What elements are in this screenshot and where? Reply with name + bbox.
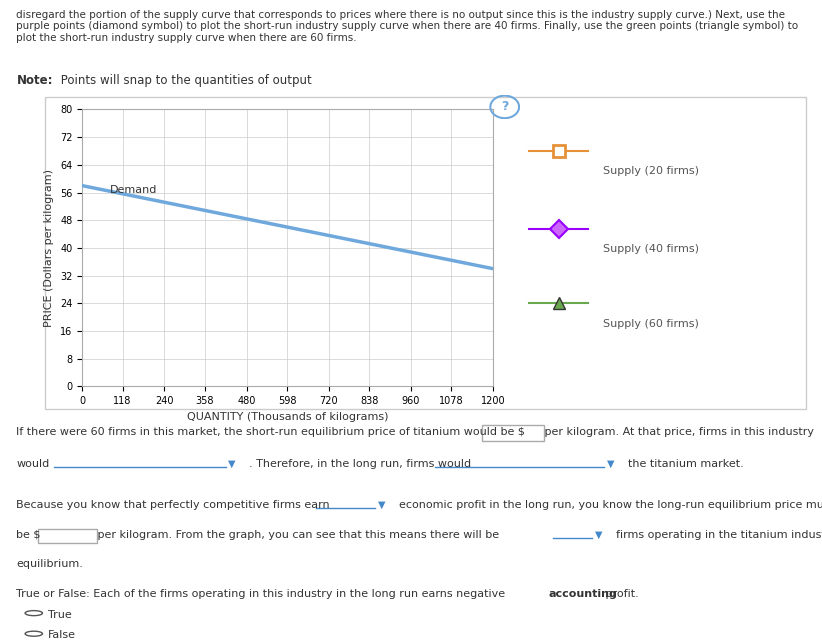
Text: economic profit in the long run, you know the long-run equilibrium price must: economic profit in the long run, you kno… <box>399 500 822 510</box>
Text: per kilogram. At that price, firms in this industry: per kilogram. At that price, firms in th… <box>541 427 815 437</box>
Text: firms operating in the titanium industry in long-run: firms operating in the titanium industry… <box>616 529 822 540</box>
Text: If there were 60 firms in this market, the short-run equilibrium price of titani: If there were 60 firms in this market, t… <box>16 427 525 437</box>
Text: be $: be $ <box>16 529 41 540</box>
Text: ▼: ▼ <box>378 500 386 510</box>
Text: ▼: ▼ <box>607 459 614 469</box>
Text: Supply (60 firms): Supply (60 firms) <box>603 319 699 328</box>
FancyBboxPatch shape <box>38 529 97 544</box>
FancyBboxPatch shape <box>482 425 543 440</box>
Text: Points will snap to the quantities of output: Points will snap to the quantities of ou… <box>58 74 312 87</box>
Text: Because you know that perfectly competitive firms earn: Because you know that perfectly competit… <box>16 500 330 510</box>
Text: Demand: Demand <box>109 185 157 194</box>
X-axis label: QUANTITY (Thousands of kilograms): QUANTITY (Thousands of kilograms) <box>187 412 389 422</box>
Text: Supply (20 firms): Supply (20 firms) <box>603 166 700 176</box>
Text: the titanium market.: the titanium market. <box>628 459 744 469</box>
Text: ▼: ▼ <box>595 529 603 540</box>
Text: ?: ? <box>501 100 508 113</box>
Text: profit.: profit. <box>602 589 639 599</box>
Text: Supply (40 firms): Supply (40 firms) <box>603 244 700 254</box>
Text: False: False <box>48 630 76 640</box>
Text: disregard the portion of the supply curve that corresponds to prices where there: disregard the portion of the supply curv… <box>16 10 798 43</box>
Text: accounting: accounting <box>548 589 617 599</box>
Text: . Therefore, in the long run, firms would: . Therefore, in the long run, firms woul… <box>249 459 471 469</box>
Text: True or False: Each of the firms operating in this industry in the long run earn: True or False: Each of the firms operati… <box>16 589 509 599</box>
Text: would: would <box>16 459 49 469</box>
Text: equilibrium.: equilibrium. <box>16 560 83 569</box>
Text: ▼: ▼ <box>228 459 235 469</box>
Text: Note:: Note: <box>16 74 53 87</box>
Text: per kilogram. From the graph, you can see that this means there will be: per kilogram. From the graph, you can se… <box>94 529 499 540</box>
Text: True: True <box>48 610 72 620</box>
Y-axis label: PRICE (Dollars per kilogram): PRICE (Dollars per kilogram) <box>44 169 54 327</box>
